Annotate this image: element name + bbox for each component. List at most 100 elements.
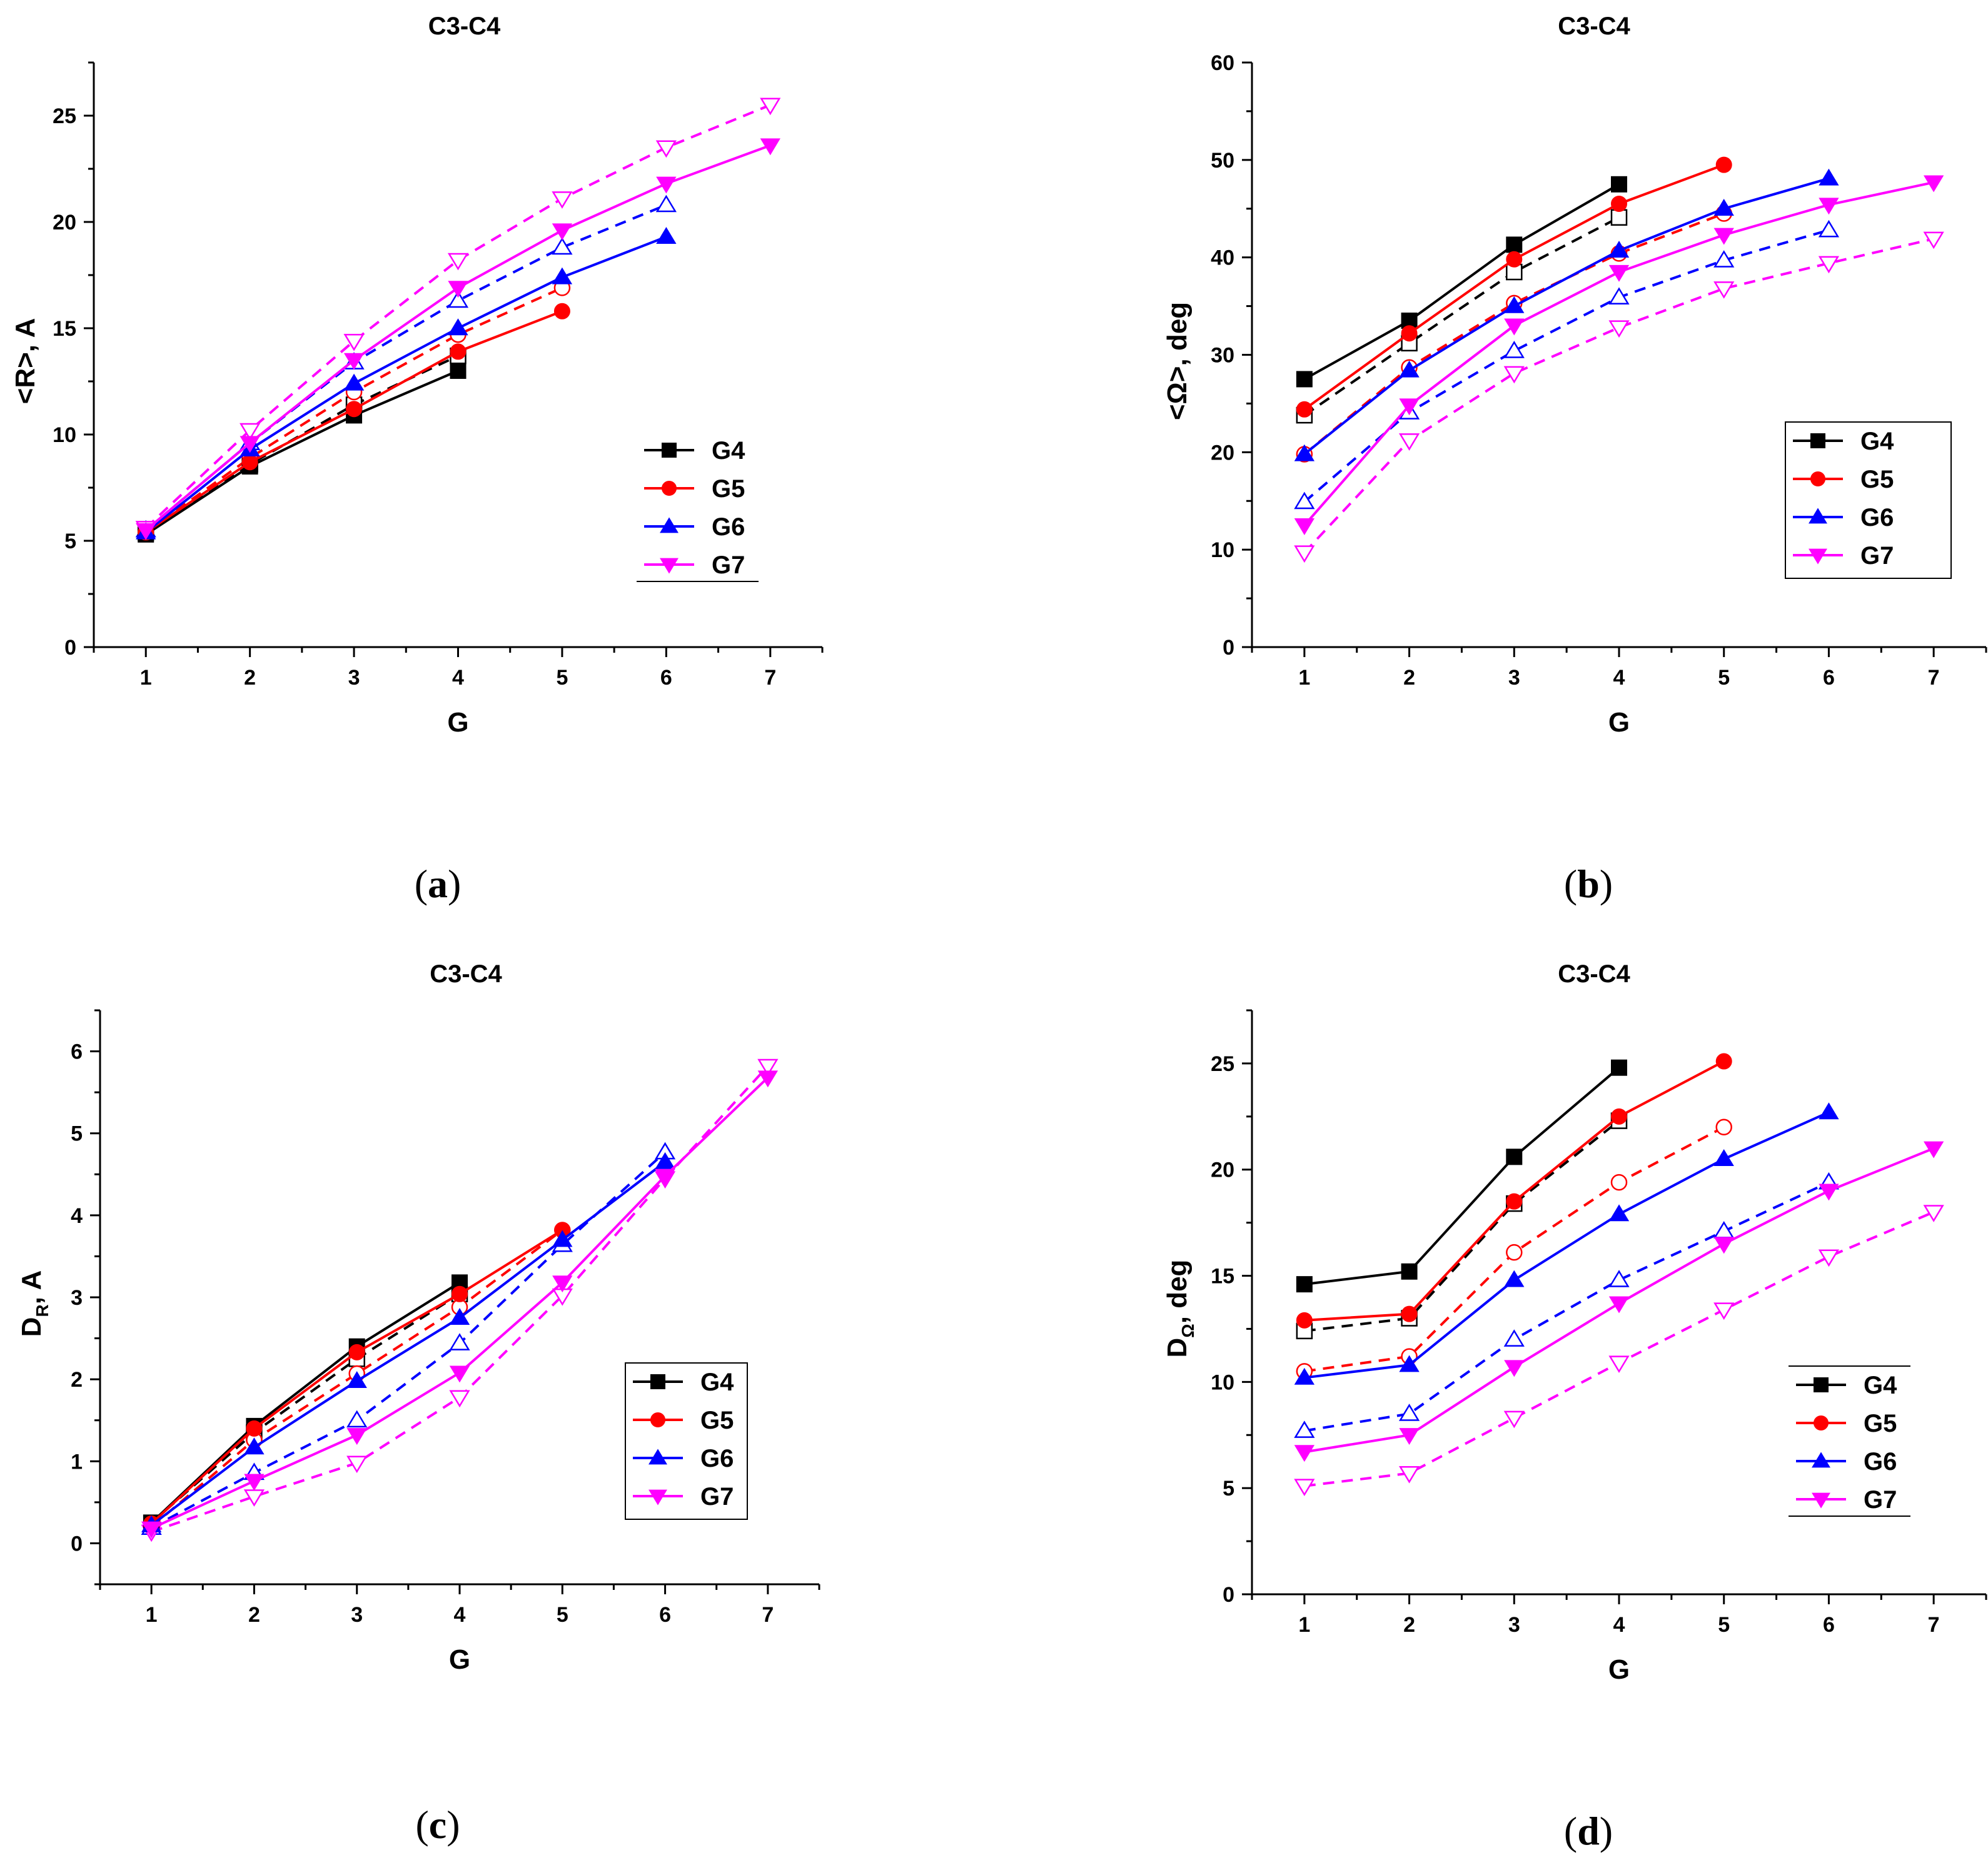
chart-d-legend-label: G5 <box>1864 1410 1897 1437</box>
chart-b-y-tick-label: 40 <box>1211 246 1234 270</box>
chart-d-y-label-suffix: , deg <box>1162 1260 1193 1324</box>
chart-c-data-point <box>449 1365 470 1383</box>
panel-label-b-close: ) <box>1600 862 1613 906</box>
chart-b-data-point <box>1819 198 1839 215</box>
chart-d-data-point <box>1398 1465 1420 1484</box>
chart-b-data-point <box>1294 518 1315 535</box>
chart-b-series-g4 <box>1296 176 1627 388</box>
svg-text:(b): (b) <box>1564 862 1613 906</box>
chart-a-data-point <box>447 253 469 271</box>
chart-d-data-point <box>1608 1204 1630 1222</box>
chart-b-data-point <box>1818 256 1840 274</box>
chart-b-y-tick-label: 10 <box>1211 538 1234 562</box>
chart-a-data-point <box>136 523 156 540</box>
chart-d-data-point <box>1818 1249 1840 1267</box>
panel-label-c-letter: c <box>429 1802 447 1847</box>
chart-c-series-g5 <box>143 1222 571 1532</box>
chart-c-x-tick-label: 2 <box>248 1603 260 1627</box>
chart-d-series-line <box>1304 1181 1830 1432</box>
chart-a-data-point <box>343 353 365 370</box>
chart-b-data-point <box>1713 281 1735 299</box>
panel-label-a: (a) <box>415 862 462 906</box>
chart-b-data-point <box>1294 491 1315 510</box>
chart-a-data-point <box>450 363 467 379</box>
chart-b-data-point <box>1608 264 1630 282</box>
chart-d-legend-item-g4: G4 <box>1796 1372 1897 1399</box>
chart-b-data-point <box>1504 296 1525 313</box>
chart-a-x-tick-label: 2 <box>244 666 256 690</box>
chart-d-x-tick-label: 7 <box>1928 1613 1940 1637</box>
chart-c-x-tick-label: 7 <box>762 1603 774 1627</box>
chart-c-legend-swatch-marker <box>650 1412 665 1427</box>
chart-d-legend-item-g6: G6 <box>1796 1448 1897 1475</box>
chart-b-data-point <box>1398 433 1420 451</box>
chart-d-data-point <box>1506 1149 1523 1165</box>
chart-d-y-label: DΩ, deg <box>1162 1260 1198 1358</box>
chart-b-data-point <box>1503 341 1525 358</box>
chart-b-series-g5 <box>1296 156 1732 418</box>
chart-c-y-label-subscript: R <box>33 1304 52 1317</box>
chart-c-series-g7 <box>141 1070 779 1539</box>
chart-b-data-point <box>1819 168 1839 186</box>
chart-a-x-tick-label: 1 <box>140 666 152 690</box>
chart-a-data-point <box>346 401 363 418</box>
chart-c-series-line <box>150 1229 563 1528</box>
chart-d-data-point <box>1608 1296 1630 1314</box>
chart-a-series-line <box>144 235 667 533</box>
chart-b-data-point <box>1611 176 1627 193</box>
chart-b-y-tick-label: 20 <box>1211 441 1234 465</box>
chart-b-legend-item-g6: G6 <box>1793 504 1894 531</box>
chart-b-legend-item-g4: G4 <box>1793 428 1894 455</box>
chart-a-data-point <box>656 176 677 194</box>
chart-a-data-point <box>448 318 468 336</box>
chart-d-title: C3-C4 <box>1558 960 1630 988</box>
chart-a-legend-label: G4 <box>712 437 745 465</box>
chart-a-legend-item-g7: G7 <box>644 551 745 579</box>
chart-c-legend-swatch-marker <box>648 1449 667 1465</box>
chart-d-y-tick-label: 15 <box>1211 1265 1234 1289</box>
chart-b-x-tick-label: 4 <box>1613 666 1625 690</box>
chart-d-data-point <box>1503 1410 1525 1429</box>
chart-b-series-g6-open <box>1294 219 1840 510</box>
chart-a-data-point <box>552 191 573 209</box>
chart-d-data-point <box>1713 1302 1735 1320</box>
chart-b-x-tick-label: 3 <box>1508 666 1520 690</box>
chart-c-x-tick-label: 5 <box>557 1603 568 1627</box>
chart-b-data-point <box>1608 241 1630 258</box>
chart-d-data-point <box>1506 1193 1523 1210</box>
panel-label-c-open: ( <box>415 1802 428 1847</box>
chart-b-y-tick-label: 50 <box>1211 149 1234 173</box>
chart-d-data-point <box>1294 1445 1315 1462</box>
chart-d-legend-label: G7 <box>1864 1486 1897 1514</box>
chart-a-series-g7 <box>136 138 780 540</box>
chart-b-legend: G4 G5 G6 G7 <box>1785 421 1952 579</box>
chart-b-x-tick-label: 1 <box>1298 666 1310 690</box>
chart-d-series-line <box>1304 1067 1620 1286</box>
chart-d-x-tick-label: 6 <box>1823 1613 1835 1637</box>
chart-a-legend-label: G7 <box>712 551 745 579</box>
chart-a-legend: G4 G5 G6 G7 <box>637 437 759 582</box>
chart-b-data-point <box>1923 175 1944 193</box>
chart-c-data-point <box>141 1521 162 1539</box>
chart-c-data-point <box>452 1285 468 1302</box>
chart-d-data-point <box>1923 1141 1944 1159</box>
chart-b-data-point <box>1401 312 1418 329</box>
chart-d-data-point <box>1713 1149 1734 1166</box>
chart-d-data-point <box>1819 1102 1839 1120</box>
chart-a-data-point <box>552 223 573 241</box>
chart-c-y-label: DR, A <box>16 1270 52 1337</box>
chart-b-data-point <box>1401 325 1418 342</box>
chart-d-y-tick-label: 10 <box>1211 1370 1234 1394</box>
chart-b-legend-label: G4 <box>1860 428 1894 455</box>
chart-d-data-point <box>1294 1420 1315 1438</box>
chart-c-series-g6 <box>141 1152 675 1532</box>
chart-c-data-point <box>244 1474 265 1491</box>
chart-b-legend-label: G6 <box>1860 504 1894 531</box>
chart-b-legend-swatch-marker <box>1809 548 1827 565</box>
chart-d-series-g5-open <box>1296 1118 1732 1380</box>
chart-d-data-point <box>1819 1184 1839 1201</box>
chart-c-y-tick-label: 6 <box>71 1040 83 1064</box>
chart-d-data-point <box>1399 1428 1420 1445</box>
chart-c-legend-box <box>625 1362 748 1520</box>
